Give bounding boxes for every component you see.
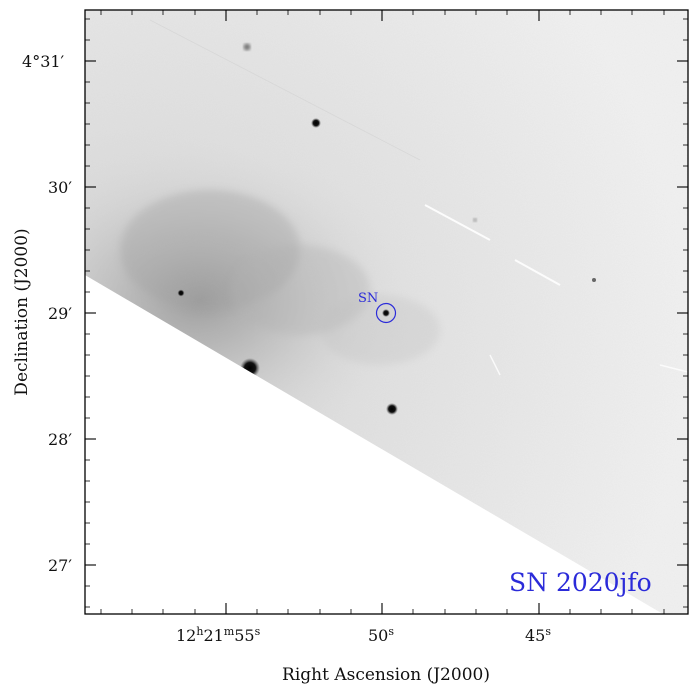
y-axis-title: Declination (J2000) [12,228,32,395]
y-tick-label-29: 29′ [48,304,72,323]
x-tick-label-45s: 45s [525,625,551,645]
y-tick-label-30: 30′ [48,178,72,197]
sky-image [85,10,688,614]
supernova-label: SN [358,291,378,306]
x-minor-ticks [100,10,665,614]
plot-frame [84,9,689,615]
target-name: SN 2020jfo [509,568,652,597]
x-tick-label-50s: 50s [368,625,394,645]
y-ticks [85,60,688,566]
x-tick-label-12h21m55s: 12h21m55s [176,625,261,645]
y-minor-ticks [85,18,688,608]
x-ticks [225,10,540,614]
y-tick-label-28: 28′ [48,430,72,449]
supernova-marker: SN [358,291,397,324]
y-tick-label-4-31: 4°31′ [22,52,65,71]
y-tick-label-27: 27′ [48,556,72,575]
x-axis-title: Right Ascension (J2000) [282,665,490,685]
